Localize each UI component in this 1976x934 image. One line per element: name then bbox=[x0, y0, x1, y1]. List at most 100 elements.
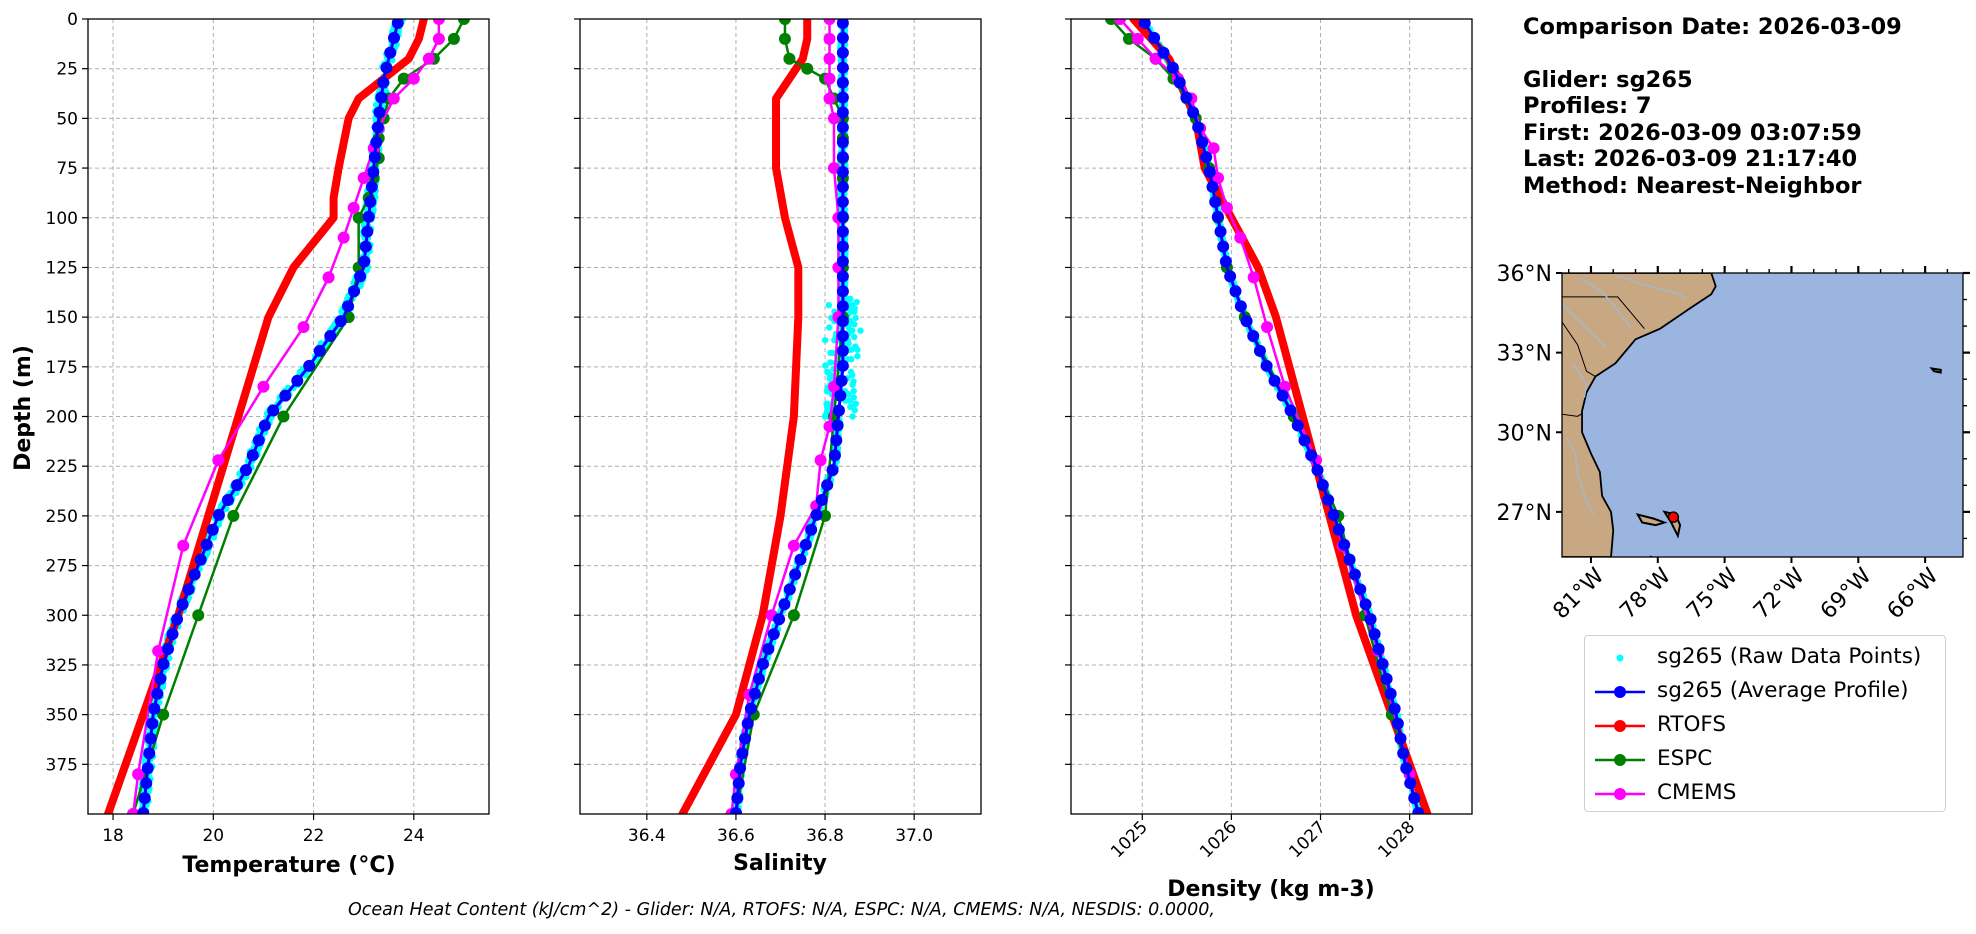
series-marker-sg265 bbox=[805, 523, 818, 536]
series-marker-sg265 bbox=[1200, 151, 1213, 164]
series-marker-sg265 bbox=[836, 121, 849, 134]
comparison-date: Comparison Date: 2026-03-09 bbox=[1523, 14, 1902, 40]
profile-count: Profiles: 7 bbox=[1523, 93, 1652, 119]
y-tick-label: 250 bbox=[46, 507, 78, 527]
series-marker-sg265 bbox=[212, 508, 225, 521]
series-marker-sg265 bbox=[1343, 553, 1356, 566]
series-marker-sg265 bbox=[368, 151, 381, 164]
island bbox=[1929, 367, 1942, 374]
legend: sg265 (Raw Data Points) sg265 (Average P… bbox=[1584, 635, 1946, 812]
x-tick-label: 22 bbox=[303, 826, 325, 846]
series-marker-sg265 bbox=[794, 553, 807, 566]
series-marker-sg265 bbox=[367, 166, 380, 179]
series-marker-cmems bbox=[132, 768, 145, 781]
series-marker-cmems bbox=[337, 231, 350, 244]
interpolation-method: Method: Nearest-Neighbor bbox=[1523, 172, 1862, 199]
series-marker-sg265 bbox=[1203, 166, 1216, 179]
series-line-rtofs bbox=[104, 19, 428, 814]
series-marker-sg265 bbox=[836, 225, 849, 238]
series-marker-sg265 bbox=[1305, 449, 1318, 462]
series-marker-sg265 bbox=[1219, 255, 1232, 268]
series-marker-espc bbox=[397, 72, 410, 85]
series-marker-sg265 bbox=[239, 464, 252, 477]
series-marker-sg265 bbox=[1397, 747, 1410, 760]
river bbox=[1562, 303, 1608, 348]
series-marker-sg265 bbox=[767, 628, 780, 641]
series-marker-sg265 bbox=[836, 285, 849, 298]
y-tick-label: 125 bbox=[46, 258, 78, 278]
series-marker-sg265 bbox=[171, 613, 184, 626]
series-marker-espc bbox=[778, 19, 791, 25]
series-marker-sg265 bbox=[358, 255, 371, 268]
series-marker-sg265 bbox=[1260, 359, 1273, 372]
series-marker-sg265 bbox=[303, 359, 316, 372]
raw-data-point bbox=[821, 413, 829, 420]
series-marker-cmems bbox=[297, 321, 310, 334]
x-tick-label: 1026 bbox=[1196, 817, 1241, 862]
x-tick-label: 24 bbox=[403, 826, 425, 846]
legend-swatch-rtofs bbox=[1595, 720, 1645, 732]
series-marker-sg265 bbox=[375, 91, 388, 104]
series-marker-cmems bbox=[322, 271, 335, 284]
series-marker-sg265 bbox=[377, 76, 390, 89]
series-marker-sg265 bbox=[137, 807, 150, 814]
series-marker-cmems bbox=[387, 92, 400, 105]
series-marker-sg265 bbox=[836, 46, 849, 59]
series-marker-sg265 bbox=[1196, 136, 1209, 149]
series-marker-sg265 bbox=[1400, 762, 1413, 775]
series-marker-cmems bbox=[357, 172, 370, 184]
map-lon-label: 69°W bbox=[1816, 563, 1877, 624]
series-marker-sg265 bbox=[752, 672, 765, 685]
raw-data-point bbox=[826, 324, 833, 331]
series-marker-sg265 bbox=[1388, 702, 1401, 715]
series-marker-sg265 bbox=[373, 106, 386, 119]
series-marker-sg265 bbox=[730, 807, 743, 814]
legend-entry-rtofs: RTOFS bbox=[1585, 709, 1945, 743]
series-marker-espc bbox=[277, 410, 290, 423]
series-marker-sg265 bbox=[1224, 270, 1237, 283]
y-tick-label: 350 bbox=[46, 706, 78, 726]
series-marker-sg265 bbox=[731, 792, 744, 805]
salinity-profile-panel: 36.4 36.6 36.8 37.0 bbox=[574, 18, 982, 846]
series-marker-sg265 bbox=[1229, 285, 1242, 298]
series-marker-sg265 bbox=[778, 598, 791, 611]
plot-area bbox=[1105, 19, 1432, 814]
series-marker-sg265 bbox=[252, 434, 265, 447]
series-marker-sg265 bbox=[836, 195, 849, 208]
series-marker-sg265 bbox=[832, 404, 845, 417]
series-marker-cmems bbox=[1261, 321, 1274, 334]
series-marker-sg265 bbox=[1206, 180, 1219, 193]
x-tick-label: 1027 bbox=[1285, 817, 1330, 862]
legend-entry-espc: ESPC bbox=[1585, 743, 1945, 777]
y-tick-label: 275 bbox=[46, 557, 78, 577]
series-marker-sg265 bbox=[836, 270, 849, 283]
series-marker-sg265 bbox=[313, 344, 326, 357]
series-marker-sg265 bbox=[1372, 643, 1385, 656]
raw-data-point bbox=[821, 336, 829, 344]
series-marker-sg265 bbox=[744, 702, 757, 715]
legend-label: sg265 (Average Profile) bbox=[1657, 678, 1909, 703]
y-tick-label: 75 bbox=[56, 159, 78, 179]
series-marker-sg265 bbox=[1404, 777, 1417, 790]
series-marker-sg265 bbox=[1338, 538, 1351, 551]
x-tick-label: 36.4 bbox=[628, 826, 666, 846]
series-marker-sg265 bbox=[836, 106, 849, 119]
y-tick-label: 0 bbox=[67, 10, 78, 30]
series-marker-sg265 bbox=[1291, 419, 1304, 432]
legend-entry-raw: sg265 (Raw Data Points) bbox=[1585, 641, 1945, 675]
series-marker-sg265 bbox=[1253, 344, 1266, 357]
series-line-rtofs bbox=[678, 19, 812, 814]
map-lat-label: 27°N bbox=[1497, 501, 1552, 526]
series-marker-sg265 bbox=[734, 762, 747, 775]
series-marker-sg265 bbox=[736, 747, 749, 760]
river bbox=[1617, 274, 1686, 301]
series-marker-sg265 bbox=[371, 121, 384, 134]
legend-label: CMEMS bbox=[1657, 780, 1737, 805]
series-marker-cmems bbox=[814, 454, 827, 467]
raw-data-point bbox=[850, 387, 857, 395]
series-marker-sg265 bbox=[151, 687, 164, 700]
river bbox=[1579, 277, 1632, 330]
series-marker-sg265 bbox=[258, 419, 271, 432]
legend-label: ESPC bbox=[1657, 746, 1713, 771]
